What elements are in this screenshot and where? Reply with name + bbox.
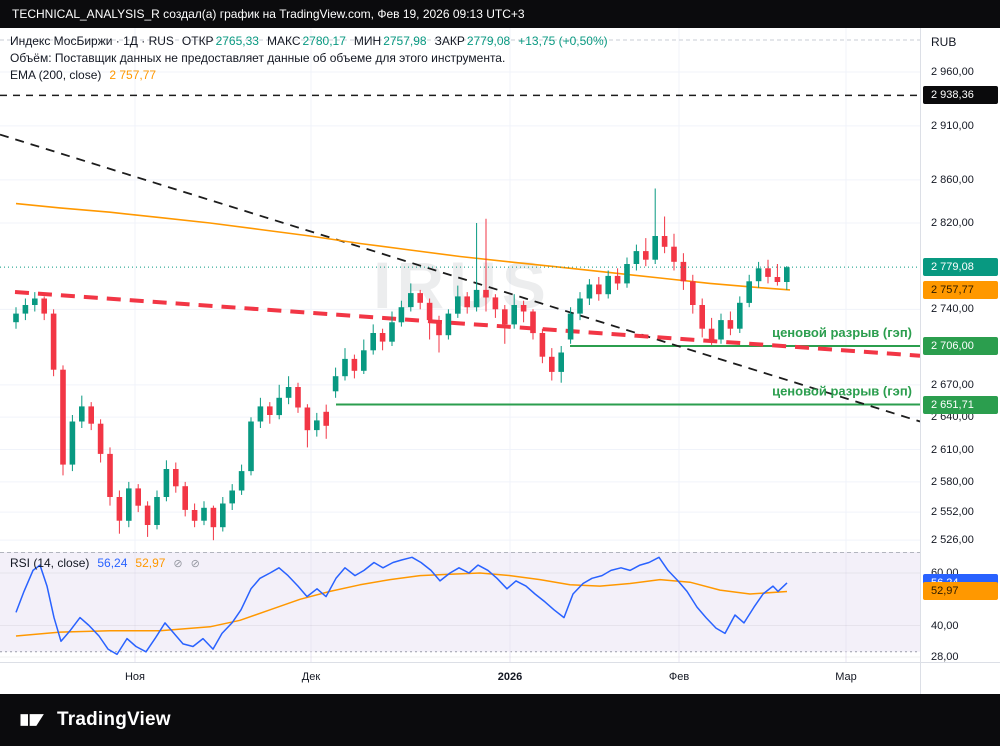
rsi-grid bbox=[0, 552, 920, 662]
ema-legend-row[interactable]: EMA (200, close) 2 757,77 bbox=[10, 68, 608, 85]
time-axis-label: 2026 bbox=[497, 671, 523, 683]
attribution-bar: TECHNICAL_ANALYSIS_R создал(а) график на… bbox=[0, 0, 1000, 28]
change-value: +13,75 (+0,50%) bbox=[518, 34, 608, 48]
time-axis[interactable]: Ноя Дек 2026 Фев Мар bbox=[0, 662, 920, 694]
gap-lines[interactable] bbox=[336, 344, 920, 406]
tradingview-brand[interactable]: TradingView bbox=[57, 709, 171, 730]
gap-labels: ценовой разрыв (гэп) ценовой разрыв (гэп) bbox=[772, 325, 912, 399]
price-axis-label: 2 610,00 bbox=[931, 443, 974, 456]
price-axis-label: 2 580,00 bbox=[931, 475, 974, 488]
symbol-legend-row[interactable]: Индекс МосБиржи · 1Д · RUS ОТКР 2765,33 М… bbox=[10, 34, 608, 51]
price-axis-label: 2 860,00 bbox=[931, 173, 974, 186]
price-axis-badge: 2 651,71 bbox=[923, 395, 998, 414]
rsi-label: RSI (14, close) bbox=[10, 556, 90, 570]
symbol-title: Индекс МосБиржи · 1Д · RUS bbox=[10, 34, 174, 48]
price-axis-label: 2 910,00 bbox=[931, 119, 974, 132]
price-axis-badge: 2 706,00 bbox=[923, 336, 998, 355]
ohlc-close: ЗАКР 2779,08 bbox=[434, 34, 511, 48]
ema-value: 2 757,77 bbox=[109, 68, 157, 82]
price-axis-badge: 2 938,36 bbox=[923, 86, 998, 105]
scale-corner bbox=[921, 662, 1000, 694]
price-axis-label: 2 640,00 bbox=[931, 411, 974, 424]
price-axis-label: 2 526,00 bbox=[931, 534, 974, 547]
svg-text:ценовой разрыв (гэп): ценовой разрыв (гэп) bbox=[772, 325, 912, 340]
time-axis-label: Фев bbox=[668, 671, 690, 683]
price-axis-label: 2 740,00 bbox=[931, 303, 974, 316]
legend: Индекс МосБиржи · 1Д · RUS ОТКР 2765,33 М… bbox=[10, 34, 608, 85]
branding-bar: TradingView bbox=[0, 694, 1000, 746]
rsi-axis-label: 40,00 bbox=[931, 619, 959, 632]
price-pane[interactable]: IRUS ценовой разрыв (гэп)ценовой разрыв … bbox=[0, 28, 920, 552]
circle-slash-icon[interactable]: ⊘ bbox=[173, 558, 183, 570]
ema-line bbox=[15, 202, 791, 291]
ema-label: EMA (200, close) bbox=[10, 68, 102, 82]
volume-note: Объём: Поставщик данных не предоставляет… bbox=[10, 51, 506, 65]
price-axis-label: 2 552,00 bbox=[931, 506, 974, 519]
ohlc-open: ОТКР 2765,33 bbox=[181, 34, 259, 48]
price-axis-badge: 2 757,77 bbox=[923, 281, 998, 300]
rsi-pane[interactable] bbox=[0, 552, 920, 662]
time-axis-label: Ноя bbox=[124, 671, 146, 683]
price-axis-label: 2 670,00 bbox=[931, 378, 974, 391]
time-axis-label: Дек bbox=[301, 671, 321, 683]
rsi-value: 56,24 bbox=[97, 556, 128, 570]
volume-legend-row[interactable]: Объём: Поставщик данных не предоставляет… bbox=[10, 51, 608, 68]
candlestick-series bbox=[13, 188, 790, 541]
tradingview-logo-icon[interactable] bbox=[18, 707, 48, 733]
ohlc-high: МАКС 2780,17 bbox=[266, 34, 346, 48]
rsi-axis-badge: 52,97 bbox=[923, 582, 998, 601]
rsi-legend-row[interactable]: RSI (14, close) 56,24 52,97 ⊘ ⊘ bbox=[10, 556, 200, 570]
ohlc-low: МИН 2757,98 bbox=[353, 34, 427, 48]
circle-slash-icon[interactable]: ⊘ bbox=[190, 558, 200, 570]
trend-lines[interactable] bbox=[0, 94, 920, 423]
svg-text:ценовой разрыв (гэп): ценовой разрыв (гэп) bbox=[772, 384, 912, 399]
price-axis-label: 2 960,00 bbox=[931, 66, 974, 78]
chart-area[interactable]: IRUS ценовой разрыв (гэп) ценовой разрыв … bbox=[0, 28, 1000, 694]
rsi-axis-label: 28,00 bbox=[931, 651, 959, 663]
currency-label: RUB bbox=[931, 35, 957, 49]
price-axis-label: 2 820,00 bbox=[931, 217, 974, 230]
price-axis-badge: 2 779,08 bbox=[923, 258, 998, 277]
rsi-line bbox=[15, 556, 788, 656]
rsi-ma-value: 52,97 bbox=[135, 556, 166, 570]
time-axis-label: Мар bbox=[835, 671, 857, 683]
price-scale[interactable]: RUB 2 960,00 2 910,00 2 860,00 2 820,00 2 74… bbox=[920, 28, 1000, 694]
attribution-text: TECHNICAL_ANALYSIS_R создал(а) график на… bbox=[12, 7, 525, 21]
